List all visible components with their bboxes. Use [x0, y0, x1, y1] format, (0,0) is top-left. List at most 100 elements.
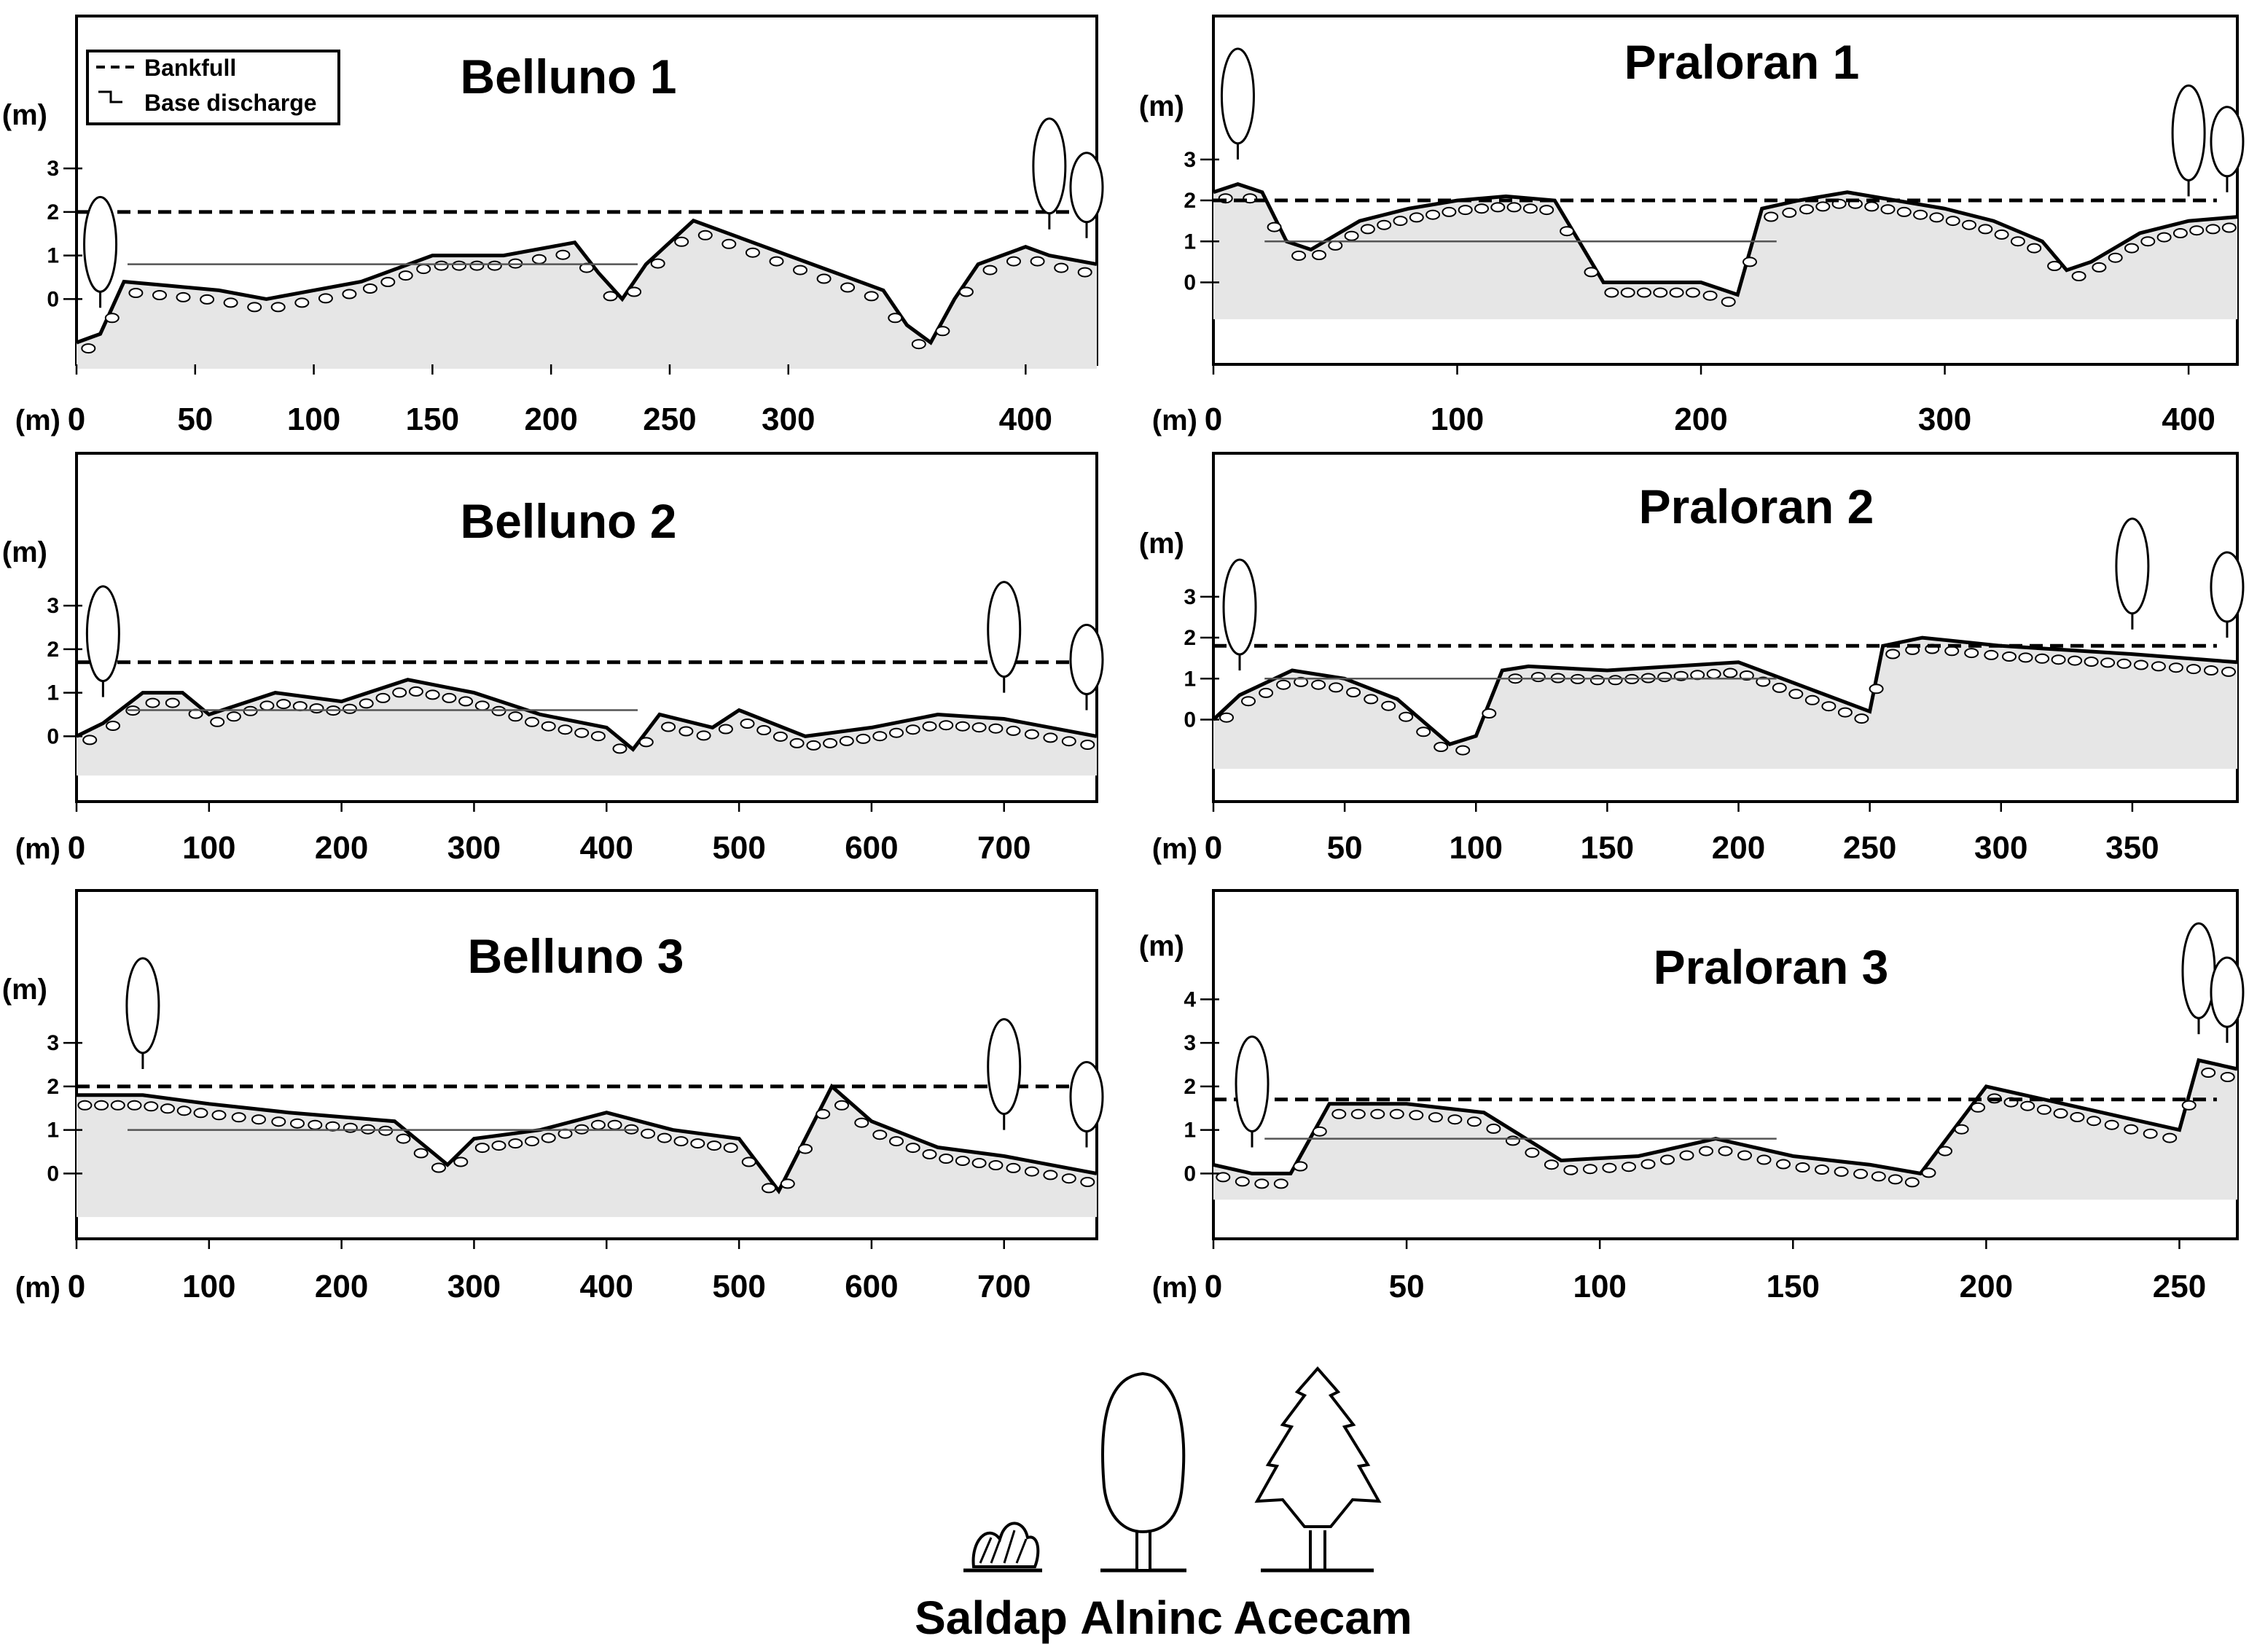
- pebble: [82, 735, 98, 745]
- x-axis-unit-label: (m): [1152, 404, 1197, 437]
- pebble: [2189, 225, 2205, 236]
- pebble: [1954, 1124, 1969, 1135]
- pebble: [1434, 742, 1449, 752]
- pebble: [127, 1100, 142, 1111]
- x-tick-label: 50: [177, 402, 213, 437]
- pebble: [1938, 1146, 1952, 1156]
- pebble: [1871, 1171, 1886, 1182]
- pebble: [271, 1116, 286, 1127]
- pebble: [176, 1105, 192, 1116]
- pebble: [922, 1149, 937, 1159]
- alninc-label: Alninc: [1080, 1592, 1223, 1644]
- y-tick-label: 1: [47, 681, 59, 705]
- pebble: [872, 731, 888, 742]
- pebble: [343, 1122, 358, 1133]
- pebble: [1344, 230, 1359, 241]
- pebble: [982, 265, 998, 275]
- pebble: [911, 339, 926, 350]
- pebble: [2168, 662, 2183, 673]
- pebble: [294, 297, 310, 308]
- pebble: [650, 258, 665, 269]
- y-tick-label: 0: [47, 1162, 59, 1186]
- y-tick-label: 1: [1184, 667, 1196, 691]
- pebble: [1994, 229, 2009, 240]
- pebble: [1604, 287, 1619, 298]
- pebble: [1660, 1154, 1675, 1165]
- pebble: [1416, 727, 1431, 737]
- pebble: [745, 247, 760, 258]
- pebble: [1815, 1164, 1829, 1175]
- pebble: [2201, 1068, 2216, 1078]
- pebble: [106, 721, 120, 731]
- legend-base-discharge-label: Base discharge: [144, 90, 317, 116]
- pebble: [1409, 212, 1424, 223]
- pebble: [955, 1156, 970, 1166]
- pebble: [1061, 736, 1076, 747]
- saldap-shrub-icon: [963, 1522, 1042, 1573]
- pebble: [2104, 1119, 2119, 1130]
- pebble: [2220, 1072, 2235, 1082]
- pebble: [1054, 262, 1069, 273]
- x-tick-label: 300: [1918, 402, 1971, 437]
- pebble: [508, 711, 523, 722]
- alninc-tree-icon: [1100, 1371, 1186, 1573]
- x-tick-label: 0: [1205, 402, 1222, 437]
- x-axis-unit-label: (m): [15, 1272, 60, 1304]
- pebble: [1776, 1159, 1791, 1170]
- pebble: [165, 697, 180, 708]
- pebble: [1505, 1135, 1520, 1146]
- pebble: [408, 686, 423, 697]
- pebble: [1447, 1114, 1463, 1125]
- pebble: [2205, 224, 2221, 235]
- pebble: [1455, 745, 1471, 756]
- y-tick-label: 1: [1184, 1119, 1196, 1143]
- pebble: [834, 1100, 849, 1111]
- y-tick-label: 0: [1184, 1162, 1196, 1186]
- y-tick-label: 2: [1184, 1075, 1196, 1099]
- pebble: [416, 264, 431, 275]
- x-tick-label: 0: [68, 1269, 85, 1304]
- pebble: [223, 297, 238, 308]
- pebble: [1043, 1170, 1058, 1181]
- pebble: [2140, 236, 2156, 247]
- tree-crown-icon: [1235, 1036, 1270, 1133]
- substrate-fill: [77, 220, 1097, 369]
- pebble: [905, 1143, 920, 1154]
- pebble: [627, 286, 642, 297]
- y-tick-label: 0: [1184, 271, 1196, 295]
- pebble: [469, 260, 485, 271]
- x-tick-label: 700: [977, 1269, 1030, 1304]
- x-axis-unit-label: (m): [1152, 1272, 1197, 1304]
- y-tick-label: 0: [1184, 708, 1196, 732]
- x-tick-label: 0: [68, 830, 85, 866]
- pebble: [1312, 250, 1326, 260]
- pebble: [144, 1101, 159, 1112]
- pebble: [531, 254, 547, 265]
- x-tick-label: 200: [524, 402, 577, 437]
- pebble: [1030, 256, 1045, 267]
- pebble: [1885, 649, 1901, 659]
- pebble: [889, 727, 904, 738]
- pebble: [2020, 1100, 2035, 1111]
- pebble: [508, 1138, 523, 1149]
- pebble: [1328, 240, 1343, 251]
- pebble: [1254, 1178, 1270, 1189]
- pebble: [2053, 1108, 2068, 1119]
- pebble: [741, 1156, 756, 1167]
- pebble: [176, 291, 191, 302]
- x-tick-label: 300: [447, 830, 501, 866]
- pebble: [1702, 290, 1718, 301]
- pebble: [2186, 664, 2201, 675]
- pebble: [1409, 1110, 1424, 1121]
- pebble: [971, 722, 987, 733]
- pebble: [574, 727, 590, 738]
- pebble: [362, 283, 378, 294]
- panel-title: Praloran 1: [1624, 35, 1860, 89]
- pebble: [160, 1103, 175, 1114]
- pebble: [721, 238, 737, 249]
- pebble: [1799, 204, 1814, 215]
- pebble: [1864, 201, 1880, 212]
- tree-crown-icon: [2171, 84, 2206, 181]
